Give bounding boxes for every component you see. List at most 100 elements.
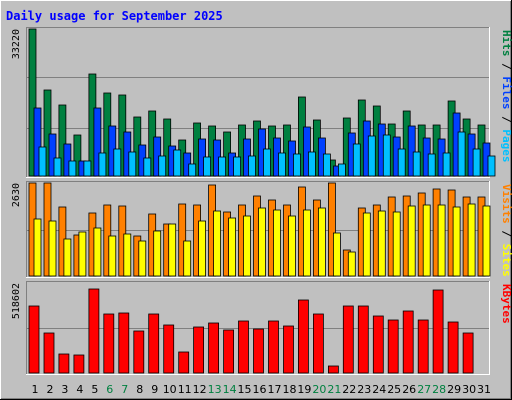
x-tick-label-day-20: 20: [312, 383, 326, 396]
bar-pages-day-29: [457, 131, 466, 177]
bar-pages-day-23: [367, 135, 376, 177]
bar-sites-day-3: [63, 238, 72, 277]
bar-kbytes-day-8: [133, 330, 145, 374]
bar-hits-day-2: [43, 89, 52, 177]
bar-sites-day-1: [33, 218, 42, 277]
x-tick-label-day-2: 2: [47, 383, 54, 396]
bar-sites-day-25: [392, 211, 401, 277]
x-tick-label-day-10: 10: [163, 383, 177, 396]
x-tick-label-day-23: 23: [357, 383, 371, 396]
bar-pages-day-26: [412, 151, 421, 177]
y-max-label: 33220: [11, 29, 22, 59]
x-tick-label-day-6: 6: [106, 383, 113, 396]
bar-sites-day-9: [153, 230, 162, 277]
bar-files-day-2: [48, 133, 57, 177]
bar-sites-day-19: [302, 209, 311, 277]
bar-pages-day-10: [173, 149, 182, 177]
bar-pages-day-11: [188, 163, 197, 177]
x-tick-label-day-8: 8: [136, 383, 143, 396]
x-tick-label-day-29: 29: [447, 383, 461, 396]
bar-sites-day-26: [407, 205, 416, 277]
bar-sites-day-24: [377, 210, 386, 277]
bar-kbytes-day-17: [268, 320, 279, 374]
x-tick-label-day-25: 25: [387, 383, 401, 396]
bar-files-day-5: [93, 107, 102, 177]
bar-sites-day-2: [48, 220, 57, 277]
y-max-label: 2630: [11, 183, 22, 207]
bar-sites-day-6: [108, 235, 117, 277]
bar-kbytes-day-23: [357, 305, 369, 374]
bar-kbytes-day-11: [178, 351, 190, 374]
x-tick-label-day-3: 3: [61, 383, 68, 396]
x-tick-label-day-21: 21: [327, 383, 341, 396]
x-tick-label-day-7: 7: [121, 383, 128, 396]
bar-pages-day-24: [382, 134, 391, 177]
bar-hits-day-3: [58, 104, 67, 177]
bar-pages-day-5: [98, 152, 107, 177]
bar-sites-day-21: [332, 232, 341, 277]
x-tick-label-day-22: 22: [342, 383, 356, 396]
bar-kbytes-day-2: [43, 332, 55, 374]
bar-kbytes-day-15: [238, 320, 249, 374]
x-tick-label-day-31: 31: [477, 383, 491, 396]
bar-pages-day-14: [233, 156, 242, 177]
bar-pages-day-20: [322, 153, 331, 177]
bar-sites-day-20: [317, 207, 326, 277]
bar-files-day-19: [302, 126, 311, 177]
bar-kbytes-day-12: [193, 326, 205, 374]
bar-pages-day-28: [442, 152, 451, 177]
x-tick-label-day-1: 1: [32, 383, 39, 396]
x-tick-label-day-11: 11: [178, 383, 192, 396]
bar-files-day-26: [407, 125, 416, 177]
bar-sites-day-31: [482, 205, 491, 277]
bar-kbytes-day-20: [312, 313, 324, 374]
legend-separator: /: [500, 224, 512, 244]
panel-visits-sites: 2630 Visits / Sites: [11, 181, 512, 278]
bar-kbytes-day-18: [283, 325, 294, 374]
bar-sites-day-10: [168, 223, 177, 277]
legend-entry-visits: Visits: [500, 184, 512, 224]
bar-kbytes-day-25: [387, 319, 399, 374]
bar-pages-day-19: [307, 151, 316, 177]
chart-title: Daily usage for September 2025: [6, 9, 223, 23]
bar-kbytes-day-13: [208, 322, 220, 374]
y-max-label: 518602: [11, 283, 22, 319]
x-tick-label-day-30: 30: [462, 383, 476, 396]
bar-hits-day-4: [73, 134, 82, 177]
x-tick-label-day-19: 19: [297, 383, 311, 396]
bar-files-day-1: [33, 107, 42, 177]
chart-panels: 33220 Hits / Files / Pages 2630 Visits / Si…: [11, 27, 512, 375]
bar-visits-day-11: [178, 203, 187, 277]
bar-sites-day-12: [198, 220, 207, 277]
bar-kbytes-day-21: [327, 365, 339, 374]
bar-sites-day-7: [123, 233, 132, 277]
x-tick-label-day-26: 26: [402, 383, 416, 396]
bar-sites-day-4: [78, 231, 87, 277]
bar-sites-day-16: [258, 207, 266, 277]
x-tick-label-day-13: 13: [208, 383, 222, 396]
bar-sites-day-27: [422, 204, 431, 277]
bar-sites-day-14: [228, 217, 237, 277]
bar-pages-day-16: [263, 148, 271, 177]
legend-entry-sites: Sites: [500, 244, 512, 277]
bar-kbytes-day-7: [118, 312, 130, 374]
bar-kbytes-day-9: [148, 313, 160, 374]
bar-kbytes-day-3: [58, 353, 70, 374]
legend-hits-files-pages: Hits / Files / Pages: [500, 30, 512, 163]
bar-pages-day-17: [278, 152, 286, 177]
bar-pages-day-3: [68, 160, 77, 177]
bar-sites-day-23: [362, 212, 371, 277]
bar-kbytes-day-16: [253, 328, 264, 374]
bar-pages-day-30: [472, 148, 481, 177]
x-tick-label-day-24: 24: [372, 383, 386, 396]
bar-hits-day-1: [28, 28, 37, 177]
panel-hits-files-pages: 33220 Hits / Files / Pages: [11, 27, 512, 178]
bar-kbytes-day-14: [223, 329, 235, 374]
x-tick-label-day-5: 5: [91, 383, 98, 396]
bar-visits-day-21: [327, 182, 336, 277]
x-tick-label-day-14: 14: [223, 383, 237, 396]
bar-files-day-3: [63, 143, 72, 177]
legend-visits-sites: Visits / Sites: [500, 184, 512, 277]
bar-sites-day-17: [273, 209, 281, 277]
